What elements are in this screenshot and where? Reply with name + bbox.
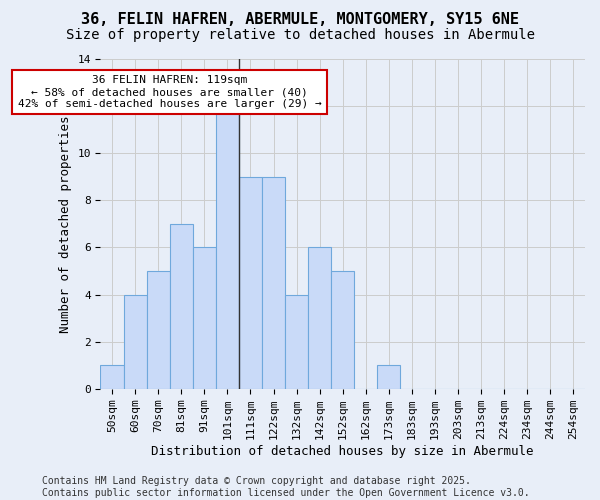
Y-axis label: Number of detached properties: Number of detached properties <box>59 115 71 332</box>
Bar <box>170 224 193 388</box>
Bar <box>331 271 354 388</box>
Bar <box>146 271 170 388</box>
Bar <box>100 365 124 388</box>
Bar <box>216 106 239 389</box>
Text: 36 FELIN HAFREN: 119sqm
← 58% of detached houses are smaller (40)
42% of semi-de: 36 FELIN HAFREN: 119sqm ← 58% of detache… <box>18 76 322 108</box>
X-axis label: Distribution of detached houses by size in Abermule: Distribution of detached houses by size … <box>151 444 534 458</box>
Text: 36, FELIN HAFREN, ABERMULE, MONTGOMERY, SY15 6NE: 36, FELIN HAFREN, ABERMULE, MONTGOMERY, … <box>81 12 519 28</box>
Bar <box>124 294 146 388</box>
Text: Contains HM Land Registry data © Crown copyright and database right 2025.
Contai: Contains HM Land Registry data © Crown c… <box>42 476 530 498</box>
Text: Size of property relative to detached houses in Abermule: Size of property relative to detached ho… <box>65 28 535 42</box>
Bar <box>377 365 400 388</box>
Bar <box>285 294 308 388</box>
Bar <box>239 177 262 388</box>
Bar <box>262 177 285 388</box>
Bar <box>193 248 216 388</box>
Bar <box>308 248 331 388</box>
